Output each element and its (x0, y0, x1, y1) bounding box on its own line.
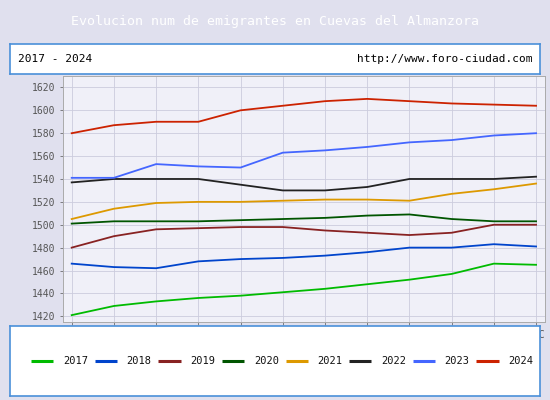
Text: http://www.foro-ciudad.com: http://www.foro-ciudad.com (356, 54, 532, 64)
Text: 2022: 2022 (381, 356, 406, 366)
Text: 2020: 2020 (254, 356, 279, 366)
Text: 2017: 2017 (63, 356, 88, 366)
Text: 2019: 2019 (190, 356, 215, 366)
Text: 2017 - 2024: 2017 - 2024 (18, 54, 92, 64)
Text: 2023: 2023 (444, 356, 470, 366)
Text: Evolucion num de emigrantes en Cuevas del Almanzora: Evolucion num de emigrantes en Cuevas de… (71, 14, 479, 28)
Text: 2018: 2018 (126, 356, 152, 366)
Text: 2021: 2021 (317, 356, 343, 366)
Text: 2024: 2024 (508, 356, 534, 366)
